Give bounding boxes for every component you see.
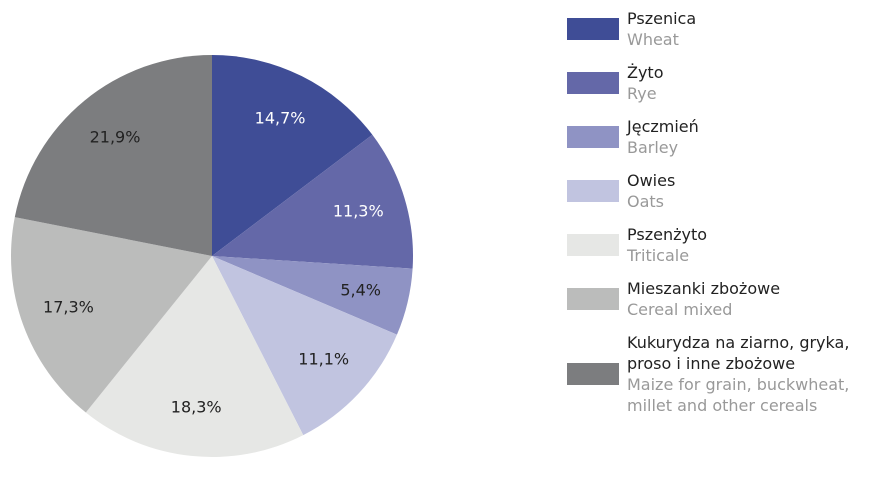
slice-label: 11,1% bbox=[298, 350, 349, 369]
slice-label: 21,9% bbox=[90, 127, 141, 146]
legend-text: Pszenica Wheat bbox=[627, 8, 867, 50]
slice-label: 18,3% bbox=[171, 397, 222, 416]
legend-label: Owies bbox=[627, 171, 676, 190]
legend-text: Owies Oats bbox=[627, 170, 867, 212]
legend-swatch bbox=[567, 363, 619, 385]
legend-text: Jęczmień Barley bbox=[627, 116, 867, 158]
legend-item: Żyto Rye bbox=[567, 62, 867, 104]
legend-swatch bbox=[567, 126, 619, 148]
slice-label: 11,3% bbox=[333, 202, 384, 221]
legend-swatch bbox=[567, 72, 619, 94]
legend-translation: Oats bbox=[627, 192, 665, 211]
legend-label: Kukurydza na ziarno, gryka, proso i inne… bbox=[627, 333, 850, 373]
legend-text: Pszenżyto Triticale bbox=[627, 224, 867, 266]
legend-item: Pszenżyto Triticale bbox=[567, 224, 867, 266]
pie-slice bbox=[85, 256, 304, 457]
legend-label: Mieszanki zbożowe bbox=[627, 279, 781, 298]
legend-item: Mieszanki zbożowe Cereal mixed bbox=[567, 278, 867, 320]
legend-label: Pszenica bbox=[627, 9, 697, 28]
legend-swatch bbox=[567, 288, 619, 310]
pie-slice bbox=[212, 256, 397, 436]
pie-slice bbox=[212, 134, 413, 269]
legend-translation: Cereal mixed bbox=[627, 300, 733, 319]
slice-label: 17,3% bbox=[43, 298, 94, 317]
pie-slice bbox=[14, 55, 212, 256]
pie-slice bbox=[212, 256, 413, 335]
pie-slice bbox=[11, 217, 212, 413]
legend-translation: Rye bbox=[627, 84, 657, 103]
legend-label: Żyto bbox=[627, 63, 664, 82]
slice-label: 5,4% bbox=[340, 281, 381, 300]
legend-item: Pszenica Wheat bbox=[567, 8, 867, 50]
legend-text: Kukurydza na ziarno, gryka, proso i inne… bbox=[627, 332, 867, 416]
legend-label: Jęczmień bbox=[627, 117, 699, 136]
legend-translation: Maize for grain, buckwheat, millet and o… bbox=[627, 375, 850, 415]
slice-label: 14,7% bbox=[255, 109, 306, 128]
legend-label: Pszenżyto bbox=[627, 225, 708, 244]
legend-item: Kukurydza na ziarno, gryka, proso i inne… bbox=[567, 332, 867, 416]
legend-item: Owies Oats bbox=[567, 170, 867, 212]
legend-text: Mieszanki zbożowe Cereal mixed bbox=[627, 278, 867, 320]
legend-translation: Wheat bbox=[627, 30, 679, 49]
pie-chart: 14,7% 11,3% 5,4% 11,1% 18,3% 17,3% 21,9% bbox=[11, 55, 413, 457]
legend-translation: Barley bbox=[627, 138, 679, 157]
legend-swatch bbox=[567, 18, 619, 40]
legend-swatch bbox=[567, 234, 619, 256]
legend: Pszenica Wheat Żyto Rye Jęczmień Barley Owies O… bbox=[567, 8, 867, 428]
legend-translation: Triticale bbox=[627, 246, 690, 265]
legend-text: Żyto Rye bbox=[627, 62, 867, 104]
pie-slice bbox=[212, 55, 373, 256]
legend-swatch bbox=[567, 180, 619, 202]
legend-item: Jęczmień Barley bbox=[567, 116, 867, 158]
